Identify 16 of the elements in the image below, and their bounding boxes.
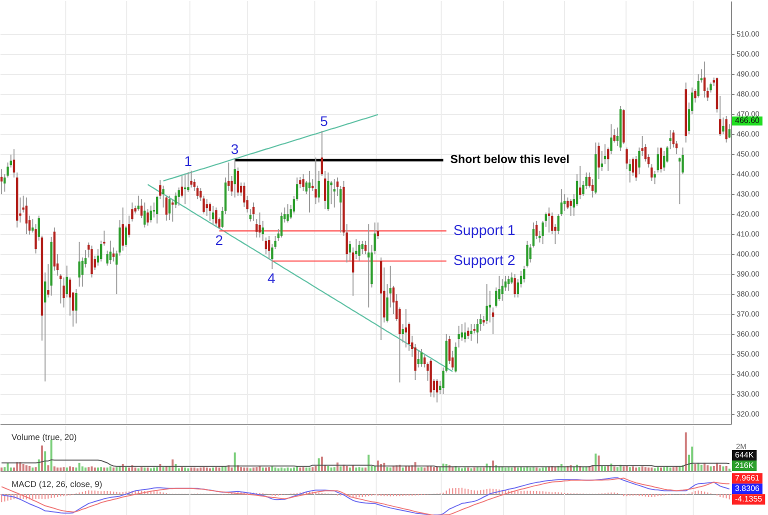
chart-title: Volume (true, 20) [12, 432, 77, 442]
annotation: 2 [215, 232, 224, 248]
series-label: Support 1 [453, 222, 516, 239]
series-label: Support 2 [453, 253, 516, 270]
annotation: 4 [268, 270, 276, 286]
text: 644K [735, 450, 754, 460]
annotation: 5 [320, 112, 328, 129]
annotation: 3 [230, 141, 239, 158]
annotation: 1 [184, 153, 192, 170]
text: 216K [735, 460, 754, 470]
text: 466.60 [735, 116, 760, 125]
series-label: Short below this level [450, 153, 570, 166]
text: 7.9661 [735, 473, 760, 482]
text: -4.1355 [735, 494, 763, 504]
text: 3.8306 [735, 484, 760, 493]
chart-title: MACD (12, 26, close, 9) [12, 479, 102, 489]
